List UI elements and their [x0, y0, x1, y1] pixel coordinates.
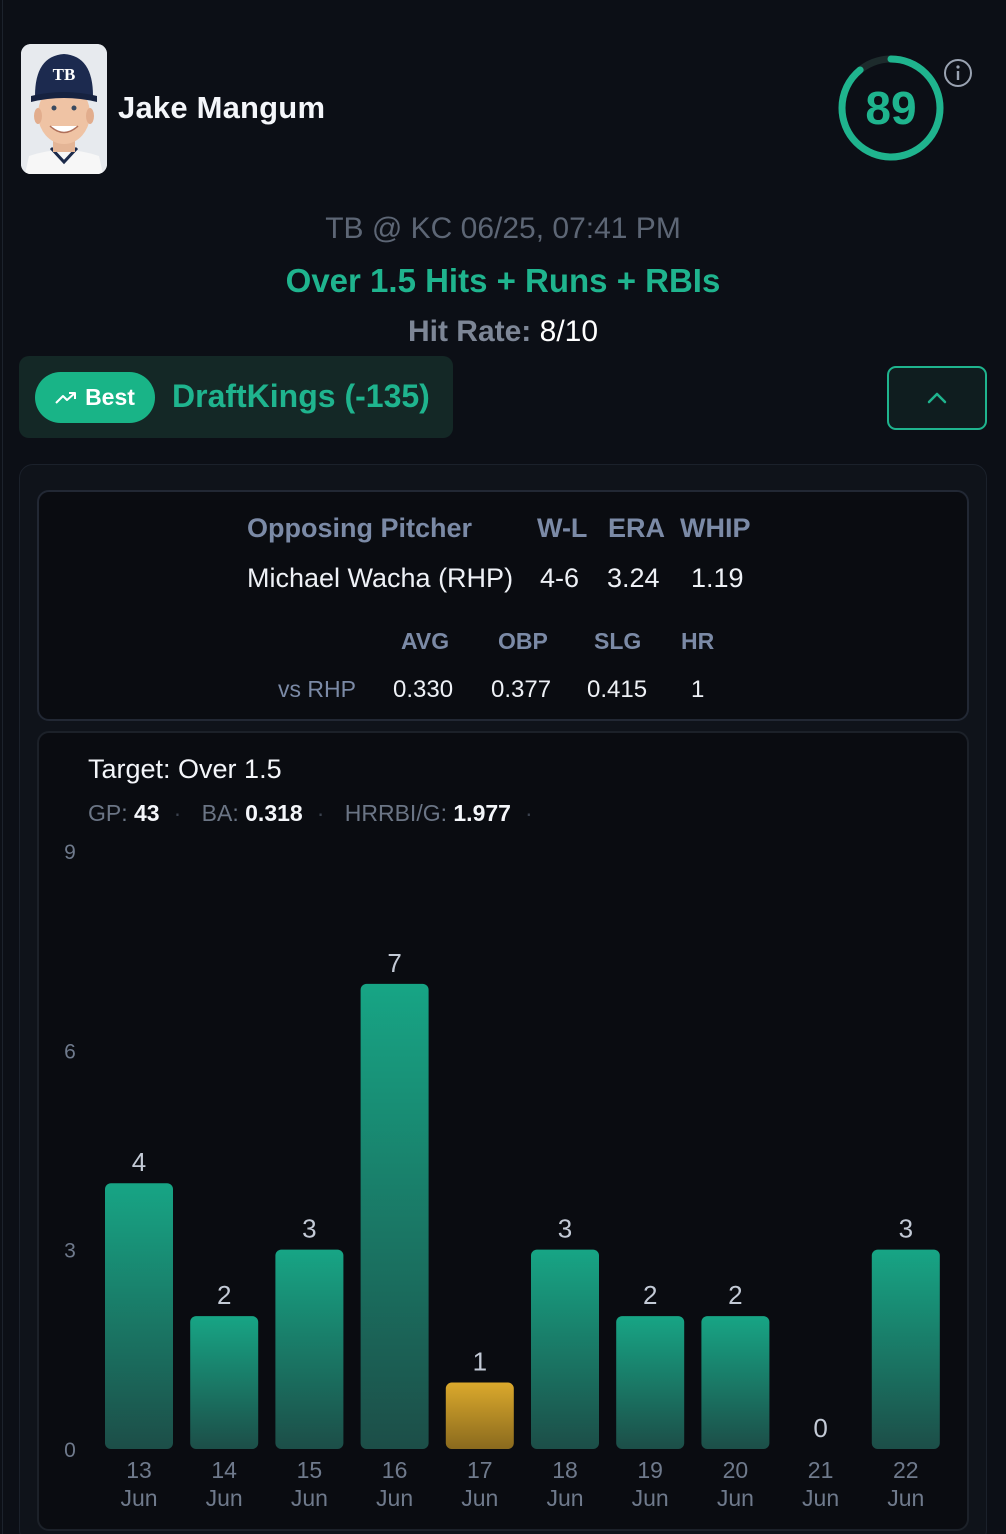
- split-label: vs RHP: [278, 676, 356, 702]
- pitcher-wl: 4-6: [540, 563, 580, 593]
- x-tick-label: 20: [723, 1457, 749, 1483]
- sportsbook-label: DraftKings (-135): [172, 378, 430, 414]
- best-badge: Best: [35, 372, 155, 423]
- bar: [871, 1249, 940, 1449]
- x-tick-label: Jun: [717, 1485, 754, 1511]
- x-tick-label: Jun: [376, 1485, 413, 1511]
- split-obp: 0.377: [491, 676, 552, 703]
- whip-header: WHIP: [680, 513, 751, 543]
- x-tick-label: 16: [382, 1457, 408, 1483]
- trending-up-icon: [55, 391, 77, 404]
- player-name: Jake Mangum: [118, 90, 326, 125]
- bar: [701, 1316, 770, 1449]
- split-slg: 0.415: [587, 676, 648, 703]
- bar-value-label: 7: [387, 948, 401, 978]
- bar: [105, 1183, 173, 1449]
- bar-value-label: 0: [813, 1413, 827, 1443]
- avg-header: AVG: [401, 628, 450, 654]
- x-tick-label: Jun: [887, 1485, 924, 1511]
- info-icon[interactable]: [943, 58, 973, 88]
- bar: [445, 1382, 514, 1449]
- x-tick-label: Jun: [291, 1485, 328, 1511]
- x-tick-label: Jun: [461, 1485, 498, 1511]
- pitcher-header: Opposing Pitcher: [247, 513, 473, 543]
- ba-value: 0.318: [245, 800, 303, 826]
- hrrbi-value: 1.977: [453, 800, 511, 826]
- bar-value-label: 3: [899, 1214, 913, 1244]
- x-tick-label: 19: [637, 1457, 663, 1483]
- bar: [275, 1249, 344, 1449]
- bar-value-label: 2: [217, 1280, 231, 1310]
- bar-value-label: 3: [558, 1214, 572, 1244]
- bar-value-label: 1: [473, 1347, 487, 1377]
- x-tick-label: Jun: [802, 1485, 839, 1511]
- player-avatar: TB: [21, 44, 107, 174]
- game-matchup: TB @ KC 06/25, 07:41 PM: [325, 212, 681, 245]
- hrrbi-label: HRRBI/G:: [344, 800, 447, 826]
- x-tick-label: 14: [211, 1457, 237, 1483]
- hit-rate-value: 8/10: [539, 315, 599, 348]
- obp-header: OBP: [498, 628, 548, 654]
- ba-label: BA:: [201, 800, 239, 826]
- hit-rate: Hit Rate: 8/10: [0, 315, 1006, 349]
- x-tick-label: 15: [297, 1457, 323, 1483]
- bar: [616, 1316, 685, 1449]
- hit-rate-label: Hit Rate:: [407, 315, 532, 348]
- x-tick-label: 17: [467, 1457, 493, 1483]
- pitcher-whip: 1.19: [691, 563, 744, 593]
- y-tick-label: 3: [64, 1240, 76, 1263]
- bar: [190, 1316, 259, 1449]
- target-label: Target: Over 1.5: [88, 754, 282, 784]
- y-tick-label: 0: [64, 1439, 76, 1462]
- opposing-pitcher-box: [37, 490, 969, 721]
- wl-header: W-L: [537, 513, 588, 543]
- y-tick-label: 6: [64, 1040, 76, 1063]
- x-tick-label: Jun: [546, 1485, 583, 1511]
- hr-header: HR: [681, 628, 715, 654]
- x-tick-label: 22: [893, 1457, 919, 1483]
- prop-label: Over 1.5 Hits + Runs + RBIs: [285, 262, 721, 299]
- pitcher-name: Michael Wacha (RHP): [247, 563, 514, 593]
- x-tick-label: Jun: [206, 1485, 243, 1511]
- chevron-up-icon: [927, 392, 947, 404]
- gp-value: 43: [134, 800, 160, 826]
- split-hr: 1: [691, 676, 705, 703]
- bar-value-label: 2: [643, 1280, 657, 1310]
- bar-value-label: 2: [728, 1280, 742, 1310]
- score-ring: 89: [836, 53, 946, 163]
- y-tick-label: 9: [64, 841, 76, 864]
- pitcher-era: 3.24: [607, 563, 660, 593]
- x-tick-label: 21: [808, 1457, 834, 1483]
- cap-logo: TB: [53, 65, 76, 84]
- bar: [531, 1249, 599, 1449]
- bar-value-label: 4: [132, 1147, 146, 1177]
- slg-header: SLG: [594, 628, 642, 654]
- gp-label: GP:: [88, 800, 128, 826]
- score-value: 89: [865, 82, 917, 134]
- era-header: ERA: [608, 513, 666, 543]
- bar: [360, 983, 429, 1449]
- sportsbook-offer[interactable]: Best DraftKings (-135): [19, 356, 453, 438]
- x-tick-label: Jun: [120, 1485, 157, 1511]
- summary-stats: GP: 43 · BA: 0.318 · HRRBI/G: 1.977 ·: [88, 800, 533, 826]
- collapse-button[interactable]: [887, 366, 987, 430]
- x-tick-label: 18: [552, 1457, 578, 1483]
- bar-value-label: 3: [302, 1214, 316, 1244]
- split-avg: 0.330: [393, 676, 454, 703]
- x-tick-label: 13: [126, 1457, 152, 1483]
- x-tick-label: Jun: [632, 1485, 669, 1511]
- best-badge-label: Best: [85, 384, 135, 410]
